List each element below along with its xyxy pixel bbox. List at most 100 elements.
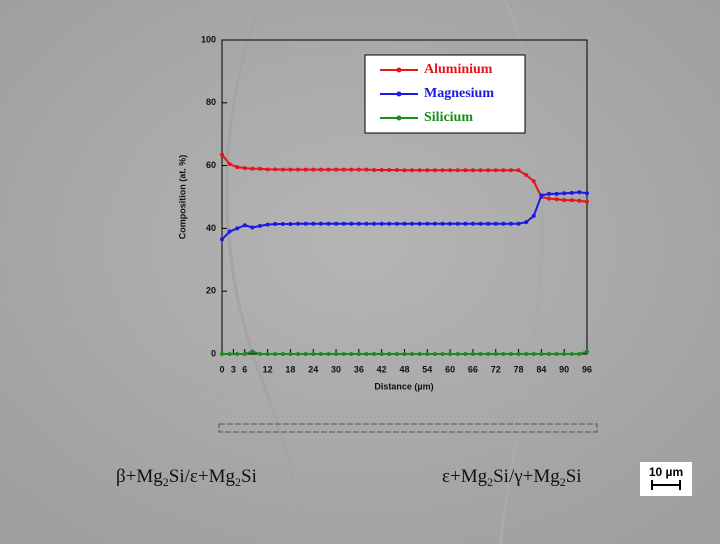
data-point: [242, 166, 247, 171]
legend-marker: [396, 91, 402, 97]
data-point: [311, 167, 316, 172]
data-point: [478, 168, 483, 173]
data-point: [554, 352, 559, 356]
data-point: [303, 352, 308, 356]
subscript: 2: [235, 475, 241, 489]
data-point: [493, 168, 498, 173]
data-point: [432, 352, 437, 356]
data-point: [341, 352, 346, 356]
data-point: [569, 190, 574, 195]
data-point: [387, 352, 392, 356]
data-point: [364, 221, 369, 226]
data-point: [531, 213, 536, 218]
legend-label: Aluminium: [424, 62, 493, 77]
data-point: [318, 167, 323, 172]
x-tick-label: 36: [354, 364, 364, 374]
data-point: [524, 220, 529, 225]
data-point: [463, 221, 468, 226]
y-axis-label: Composition (at. %): [177, 155, 187, 240]
data-point: [288, 167, 293, 172]
data-point: [250, 166, 255, 171]
data-point: [410, 352, 415, 356]
data-point: [334, 352, 339, 356]
data-point: [334, 221, 339, 226]
data-point: [410, 168, 415, 173]
data-point: [326, 352, 331, 356]
x-tick-label: 30: [331, 364, 341, 374]
y-tick-label: 100: [201, 34, 216, 44]
subscript: 2: [163, 475, 169, 489]
data-point: [425, 168, 430, 173]
data-point: [448, 352, 453, 356]
data-point: [303, 167, 308, 172]
data-point: [258, 352, 263, 356]
data-point: [554, 191, 559, 196]
data-point: [440, 221, 445, 226]
data-point: [296, 352, 301, 356]
data-point: [372, 221, 377, 226]
grain-boundary: [0, 299, 231, 401]
y-tick-label: 0: [211, 348, 216, 358]
data-point: [508, 168, 513, 173]
data-point: [227, 352, 232, 356]
data-point: [296, 221, 301, 226]
data-point: [311, 352, 316, 356]
data-point: [486, 352, 491, 356]
data-point: [463, 352, 468, 356]
data-point: [356, 352, 361, 356]
data-point: [539, 352, 544, 356]
data-point: [516, 221, 521, 226]
data-point: [448, 221, 453, 226]
x-tick-label: 78: [514, 364, 524, 374]
data-point: [486, 221, 491, 226]
data-point: [577, 352, 582, 356]
data-point: [341, 221, 346, 226]
data-point: [265, 352, 270, 356]
data-point: [539, 193, 544, 198]
data-point: [425, 221, 430, 226]
data-point: [280, 222, 285, 227]
data-point: [440, 168, 445, 173]
data-point: [318, 221, 323, 226]
x-tick-label: 66: [468, 364, 478, 374]
data-point: [402, 221, 407, 226]
data-point: [417, 352, 422, 356]
data-point: [258, 223, 263, 228]
data-point: [546, 196, 551, 201]
x-tick-label: 72: [491, 364, 501, 374]
scale-bar-box: [640, 462, 692, 496]
data-point: [235, 226, 240, 231]
data-point: [387, 167, 392, 172]
data-point: [417, 221, 422, 226]
data-point: [448, 168, 453, 173]
x-tick-label: 18: [285, 364, 295, 374]
data-point: [493, 221, 498, 226]
data-point: [372, 352, 377, 356]
grain-boundary: [225, 0, 312, 545]
x-tick-label: 96: [582, 364, 592, 374]
y-tick-label: 40: [206, 223, 216, 233]
legend-marker: [396, 67, 402, 73]
data-point: [501, 352, 506, 356]
scan-line: [218, 423, 598, 433]
data-point: [470, 168, 475, 173]
data-point: [569, 352, 574, 356]
legend-label: Magnesium: [424, 86, 494, 101]
x-tick-label: 54: [422, 364, 432, 374]
data-point: [516, 352, 521, 356]
data-point: [220, 152, 224, 157]
data-point: [562, 198, 567, 203]
data-point: [220, 237, 224, 242]
data-point: [288, 352, 293, 356]
data-point: [356, 167, 361, 172]
data-point: [379, 221, 384, 226]
data-point: [235, 165, 240, 170]
data-point: [417, 168, 422, 173]
data-point: [402, 352, 407, 356]
data-point: [341, 167, 346, 172]
data-point: [273, 352, 278, 356]
x-tick-label: 12: [263, 364, 273, 374]
phase-annotation: ε+Mg2Si/γ+Mg2Si: [442, 466, 582, 488]
data-point: [364, 167, 369, 172]
